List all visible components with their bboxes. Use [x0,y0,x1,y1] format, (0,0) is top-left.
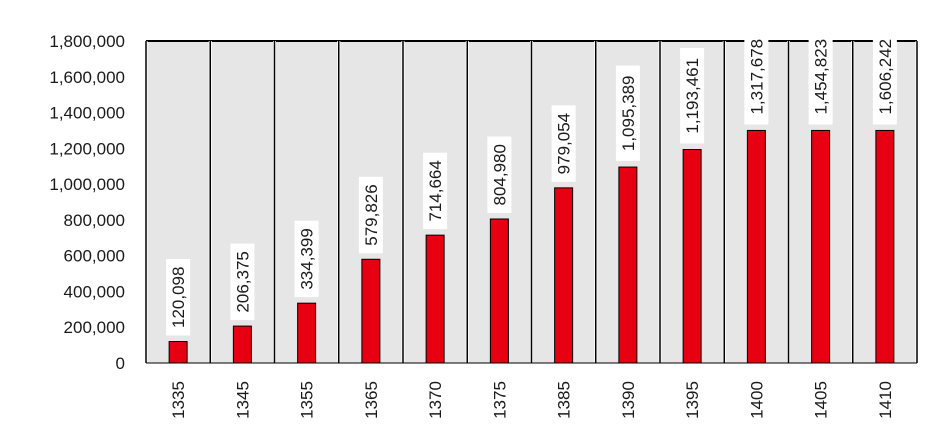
category-dividers [144,41,919,363]
data-label-background [808,28,833,125]
bar [297,302,317,364]
data-label-background [358,176,383,254]
y-tick-label: 400,000 [64,282,125,301]
x-tick-label: 1365 [362,381,381,419]
y-tick-label: 600,000 [64,247,125,266]
x-tick-label: 1400 [747,381,766,419]
x-tick-label: 1390 [619,381,638,419]
data-label-background [872,28,897,125]
bar [232,325,252,364]
bar [361,258,381,364]
data-labels: 120,098 206,375 334,399 579,826 714,664 804,9… [166,28,897,336]
y-tick-label: 0 [116,354,125,373]
x-tick-label: 1355 [298,381,317,419]
data-label: 979,054 [555,113,574,174]
data-label: 334,399 [298,228,317,289]
x-axis-labels: 1335 1345 1355 1365 1370 1375 1385 1390 1395 1400… [169,381,895,419]
bar [875,129,895,364]
y-axis-ticks: 0 200,000 400,000 600,000 800,000 1,000,000 1,… [49,32,125,373]
data-label: 714,664 [426,160,445,221]
bar [425,234,445,364]
y-tick-label: 1,200,000 [49,139,125,158]
x-tick-label: 1345 [233,381,252,419]
data-label: 804,980 [490,144,509,205]
y-tick-label: 1,400,000 [49,104,125,123]
data-label: 1,095,389 [619,75,638,151]
data-label-background [423,152,448,230]
x-tick-label: 1335 [169,381,188,419]
data-label: 1,454,823 [812,39,831,115]
data-label-background [680,48,705,144]
y-tick-label: 800,000 [64,211,125,230]
y-tick-label: 200,000 [64,318,125,337]
x-tick-label: 1385 [555,381,574,419]
bar [489,218,509,364]
data-label-background [487,136,512,213]
data-label-background [744,28,769,125]
data-label: 120,098 [169,267,188,328]
data-label: 1,193,461 [683,58,702,134]
data-label: 1,606,242 [876,39,895,115]
bar [618,166,638,364]
x-tick-label: 1410 [876,381,895,419]
bar [746,129,766,364]
y-tick-label: 1,800,000 [49,32,125,51]
bar [168,341,188,364]
x-tick-label: 1395 [683,381,702,419]
x-tick-label: 1405 [812,381,831,419]
data-label: 206,375 [233,251,252,312]
data-label: 579,826 [362,184,381,245]
data-label: 1,317,678 [747,39,766,115]
y-tick-label: 1,600,000 [49,68,125,87]
data-label-background [551,105,576,182]
data-label-background [294,220,319,298]
bar [554,187,574,364]
bar [682,149,702,364]
y-tick-label: 1,000,000 [49,175,125,194]
data-label-background [166,259,191,336]
data-label-background [615,65,640,162]
bar [811,129,831,364]
x-tick-label: 1370 [426,381,445,419]
data-label-background [230,243,255,321]
x-tick-label: 1375 [490,381,509,419]
bars [168,129,895,364]
